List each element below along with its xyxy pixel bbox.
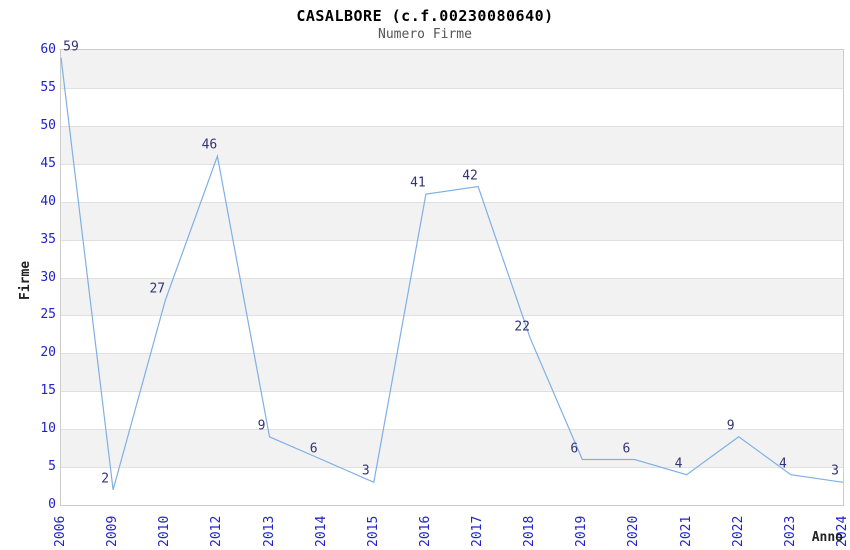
x-tick-label: 2019	[574, 515, 590, 547]
y-tick-label: 10	[40, 421, 56, 437]
data-point-label: 2	[101, 471, 110, 487]
data-point-label: 3	[831, 463, 839, 479]
y-tick-label: 60	[40, 42, 56, 57]
gridline	[61, 239, 843, 241]
gridline	[61, 467, 843, 469]
y-tick-label: 55	[40, 79, 56, 95]
y-tick-label: 20	[40, 345, 56, 361]
data-point-label: 59	[63, 39, 79, 55]
chart-title: CASALBORE (c.f.00230080640)	[296, 7, 554, 25]
data-point-label: 46	[201, 137, 218, 153]
y-tick-label: 5	[48, 459, 56, 475]
gridline	[61, 277, 843, 279]
data-point-label: 9	[726, 418, 735, 434]
data-point-label: 3	[361, 463, 370, 479]
gridline	[61, 429, 843, 431]
x-tick-label: 2015	[365, 515, 381, 547]
grid-band	[61, 429, 843, 468]
data-point-label: 27	[149, 281, 166, 297]
x-tick-label: 2016	[417, 515, 433, 547]
x-tick-label: 2013	[261, 515, 277, 547]
x-tick-label: 2009	[105, 515, 121, 547]
x-tick-label: 2014	[313, 515, 329, 547]
gridline	[61, 201, 843, 203]
x-tick-label: 2017	[470, 515, 486, 547]
x-tick-label: 2020	[626, 515, 642, 547]
y-tick-label: 40	[40, 193, 56, 209]
data-point-label: 4	[674, 456, 683, 472]
y-tick-label: 25	[40, 307, 56, 323]
y-tick-label: 0	[48, 497, 56, 512]
gridline	[61, 125, 843, 127]
grid-band	[61, 277, 843, 316]
y-tick-label: 50	[40, 117, 56, 133]
data-point-label: 4	[778, 456, 787, 472]
grid-band	[61, 125, 843, 164]
y-tick-label: 45	[40, 155, 56, 171]
x-tick-label: 2012	[209, 515, 225, 547]
gridline	[61, 391, 843, 393]
grid-band	[61, 50, 843, 88]
y-tick-label: 30	[40, 269, 56, 285]
x-tick-label: 2018	[522, 515, 538, 547]
gridline	[61, 353, 843, 355]
y-tick-label: 15	[40, 383, 56, 399]
gridline	[61, 163, 843, 165]
gridline	[61, 87, 843, 89]
x-tick-label: 2021	[678, 515, 694, 547]
data-point-label: 6	[309, 441, 318, 456]
x-tick-label: 2010	[157, 515, 173, 547]
data-point-label: 6	[570, 441, 579, 456]
grid-band	[61, 353, 843, 392]
plot-area	[60, 49, 844, 506]
x-tick-label: 2023	[782, 515, 798, 547]
data-point-label: 9	[257, 418, 266, 434]
grid-band	[61, 201, 843, 240]
chart-subtitle: Numero Firme	[378, 27, 472, 42]
x-axis-title: Anno	[811, 530, 843, 545]
x-tick-label: 2006	[53, 515, 68, 547]
y-tick-label: 35	[40, 231, 56, 247]
y-axis-title: Firme	[18, 260, 33, 300]
data-point-label: 41	[410, 175, 426, 191]
data-point-label: 22	[514, 319, 531, 335]
gridline	[61, 315, 843, 317]
data-point-label: 42	[462, 168, 478, 183]
data-point-label: 6	[622, 441, 631, 456]
x-tick-label: 2022	[730, 515, 746, 547]
